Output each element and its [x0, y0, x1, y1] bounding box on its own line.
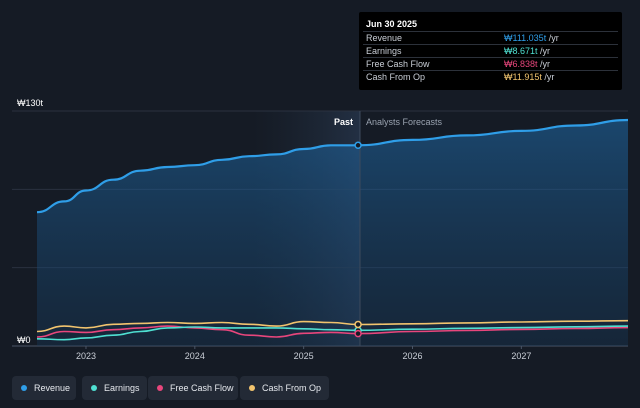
legend-item-revenue[interactable]: Revenue	[12, 376, 76, 400]
y-tick-label: ₩0	[17, 335, 31, 345]
marker-revenue	[354, 141, 362, 150]
tooltip-label: Revenue	[366, 33, 403, 43]
revenue-area	[37, 120, 628, 346]
tooltip-value: ₩111.035t	[504, 33, 547, 43]
marker-cash-from-op	[354, 320, 362, 329]
series-line-cash-from-op	[36, 319, 629, 333]
tooltip-label: Cash From Op	[366, 72, 426, 82]
tooltip-label: Earnings	[366, 46, 402, 56]
x-tick-label: 2024	[185, 351, 205, 361]
x-axis-ticks: 2023 2024 2025 2026 2027	[76, 346, 531, 361]
legend-dot-icon	[249, 385, 255, 391]
tooltip-value: ₩11.915t	[504, 72, 542, 82]
series-lines	[36, 118, 629, 341]
legend-dot-icon	[91, 385, 97, 391]
legend-label: Cash From Op	[262, 383, 322, 393]
legend-label: Earnings	[104, 383, 140, 393]
legend-dot-icon	[157, 385, 163, 391]
tooltip-row-earnings: Earnings ₩8.671t /yr	[363, 44, 618, 58]
tooltip-value: ₩6.838t	[504, 59, 538, 69]
tooltip-unit: /yr	[546, 33, 559, 43]
past-label: Past	[334, 117, 353, 127]
series-line-revenue	[36, 118, 629, 214]
series-line-earnings	[36, 325, 629, 341]
forecast-label: Analysts Forecasts	[366, 117, 443, 127]
current-point-markers	[354, 141, 362, 338]
y-axis-ticks: ₩0 ₩130t	[17, 98, 44, 345]
revenue-area-fill	[37, 120, 628, 346]
tooltip-unit: /yr	[537, 46, 551, 56]
tooltip-date: Jun 30 2025	[366, 19, 418, 29]
chart-canvas: ₩0 ₩130t 2023 2024 2025 2026 2027 Past Analys…	[12, 98, 629, 361]
tooltip-label: Free Cash Flow	[366, 59, 430, 69]
legend-item-earnings[interactable]: Earnings	[82, 376, 147, 400]
tooltip-unit: /yr	[537, 59, 551, 69]
legend-label: Free Cash Flow	[170, 383, 234, 393]
tooltip-row-cash-from-op: Cash From Op ₩11.915t /yr	[363, 70, 618, 84]
tooltip-unit: /yr	[541, 72, 555, 82]
marker-free-cash-flow	[354, 329, 362, 338]
series-line-free-cash-flow	[36, 325, 629, 338]
legend-dot-icon	[21, 385, 27, 391]
x-tick-label: 2026	[402, 351, 422, 361]
x-tick-label: 2023	[76, 351, 96, 361]
x-tick-label: 2025	[294, 351, 314, 361]
legend-item-free-cash-flow[interactable]: Free Cash Flow	[148, 376, 238, 400]
tooltip-row-free-cash-flow: Free Cash Flow ₩6.838t /yr	[363, 57, 618, 71]
tooltip-row-revenue: Revenue ₩111.035t /yr	[363, 31, 618, 45]
tooltip: Jun 30 2025 Revenue ₩111.035t /yr Earnin…	[359, 12, 622, 90]
legend-item-cash-from-op[interactable]: Cash From Op	[240, 376, 329, 400]
tooltip-value: ₩8.671t	[504, 46, 538, 56]
legend-label: Revenue	[34, 383, 71, 393]
y-tick-label: ₩130t	[17, 98, 44, 108]
x-tick-label: 2027	[511, 351, 531, 361]
